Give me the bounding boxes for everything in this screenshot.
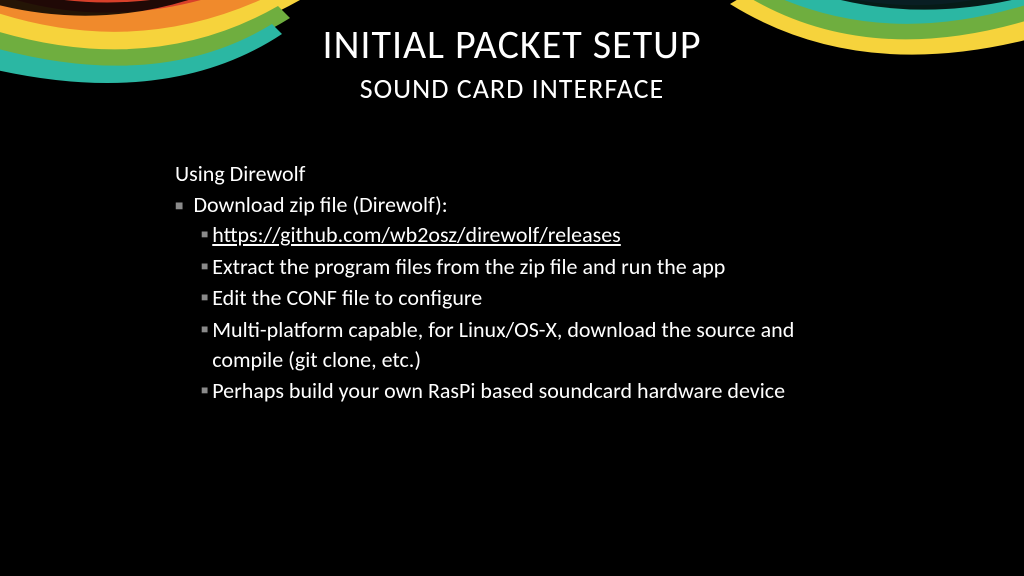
square-bullet-icon: ■	[201, 292, 208, 304]
slide-subtitle: SOUND CARD INTERFACE	[0, 71, 1024, 106]
inner-bullet-item: ■ Multi-platform capable, for Linux/OS-X…	[201, 315, 875, 374]
inner-bullet-text: Perhaps build your own RasPi based sound…	[212, 376, 785, 406]
inner-bullet-item: ■ Extract the program files from the zip…	[201, 252, 875, 282]
slide-title: INITIAL PACKET SETUP	[0, 20, 1024, 69]
slide-content: Using Direwolf ■ Download zip file (Dire…	[175, 160, 875, 408]
inner-bullet-item: ■ Perhaps build your own RasPi based sou…	[201, 376, 875, 406]
inner-bullet-text: Multi-platform capable, for Linux/OS-X, …	[212, 315, 832, 374]
inner-bullet-item: ■ https://github.com/wb2osz/direwolf/rel…	[201, 220, 875, 250]
outer-bullet-item: ■ Download zip file (Direwolf):	[175, 191, 875, 218]
square-bullet-icon: ■	[201, 229, 208, 241]
square-bullet-icon: ■	[201, 261, 208, 273]
slide-header: INITIAL PACKET SETUP SOUND CARD INTERFAC…	[0, 20, 1024, 106]
direwolf-link[interactable]: https://github.com/wb2osz/direwolf/relea…	[212, 221, 621, 248]
square-bullet-icon: ■	[201, 385, 208, 397]
square-bullet-icon: ■	[175, 199, 183, 213]
inner-bullet-text: Edit the CONF file to configure	[212, 283, 482, 313]
inner-bullet-list: ■ https://github.com/wb2osz/direwolf/rel…	[201, 220, 875, 406]
intro-text: Using Direwolf	[175, 160, 875, 187]
inner-bullet-text: Extract the program files from the zip f…	[212, 252, 725, 282]
square-bullet-icon: ■	[201, 324, 208, 336]
inner-bullet-item: ■ Edit the CONF file to configure	[201, 283, 875, 313]
outer-bullet-text: Download zip file (Direwolf):	[193, 191, 447, 218]
inner-bullet-link[interactable]: https://github.com/wb2osz/direwolf/relea…	[212, 220, 621, 250]
